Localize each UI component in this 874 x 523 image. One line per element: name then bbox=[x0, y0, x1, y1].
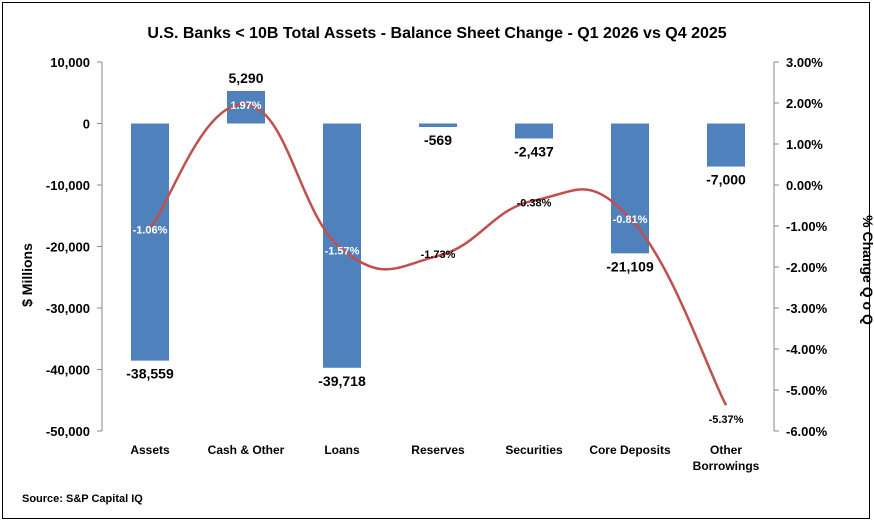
y-axis-label: $ Millions bbox=[19, 243, 35, 307]
pct-value-label: -1.57% bbox=[325, 245, 360, 257]
x-tick-label: Other bbox=[710, 443, 742, 457]
pct-value-label: -0.38% bbox=[517, 198, 552, 210]
x-tick-label: Core Deposits bbox=[589, 443, 671, 457]
y-tick-label: 10,000 bbox=[50, 55, 90, 70]
bar bbox=[707, 123, 745, 167]
pct-value-label: -1.06% bbox=[133, 224, 168, 236]
pct-value-label: 1.97% bbox=[230, 100, 261, 112]
y2-tick-label: -6.00% bbox=[786, 424, 828, 439]
axes: 10,000 0 -10,000 -20,000 -30,000 -40,000 -50,0… bbox=[46, 55, 828, 473]
x-tick-label: Securities bbox=[505, 443, 563, 457]
y-tick-label: -30,000 bbox=[46, 301, 90, 316]
bar bbox=[131, 123, 169, 361]
y2-tick-label: 1.00% bbox=[786, 137, 823, 152]
bar-value-label: 5,290 bbox=[228, 70, 263, 86]
bar bbox=[515, 123, 553, 139]
y2-tick-label: -3.00% bbox=[786, 301, 828, 316]
y-tick-label: -10,000 bbox=[46, 178, 90, 193]
x-tick-label: Reserves bbox=[411, 443, 465, 457]
pct-value-label: -1.73% bbox=[421, 249, 456, 261]
data-labels: -38,559 5,290 -39,718 -569 -2,437 -21,109 -7,0… bbox=[126, 70, 746, 426]
y-tick-label: -20,000 bbox=[46, 240, 90, 255]
bar-value-label: -569 bbox=[424, 132, 452, 148]
y2-tick-label: -4.00% bbox=[786, 342, 828, 357]
y2-tick-label: -2.00% bbox=[786, 260, 828, 275]
bar-value-label: -21,109 bbox=[606, 258, 654, 274]
y2-tick-label: 3.00% bbox=[786, 55, 823, 70]
pct-value-label: -0.81% bbox=[613, 214, 648, 226]
x-tick-label: Assets bbox=[130, 443, 170, 457]
chart-title: U.S. Banks < 10B Total Assets - Balance … bbox=[147, 25, 726, 42]
y2-tick-label: 0.00% bbox=[786, 178, 823, 193]
x-tick-label: Cash & Other bbox=[208, 443, 285, 457]
pct-change-line bbox=[149, 102, 728, 406]
bar-value-label: -38,559 bbox=[126, 366, 174, 382]
bar bbox=[323, 123, 361, 368]
y2-tick-label: -5.00% bbox=[786, 383, 828, 398]
bar-value-label: -39,718 bbox=[318, 373, 366, 389]
pct-value-label: -5.37% bbox=[709, 414, 744, 426]
line-series bbox=[149, 102, 728, 406]
x-tick-label: Borrowings bbox=[693, 459, 760, 473]
y-tick-label: 0 bbox=[83, 117, 90, 132]
y2-tick-label: -1.00% bbox=[786, 219, 828, 234]
x-tick-label: Loans bbox=[324, 443, 360, 457]
bar-value-label: -2,437 bbox=[514, 143, 554, 159]
y-tick-label: -50,000 bbox=[46, 424, 90, 439]
bar bbox=[419, 123, 457, 127]
y-tick-label: -40,000 bbox=[46, 363, 90, 378]
source-note: Source: S&P Capital IQ bbox=[22, 493, 143, 505]
y2-axis-label: % Change Q o Q bbox=[860, 215, 874, 325]
y2-tick-label: 2.00% bbox=[786, 96, 823, 111]
bar-value-label: -7,000 bbox=[706, 172, 746, 188]
